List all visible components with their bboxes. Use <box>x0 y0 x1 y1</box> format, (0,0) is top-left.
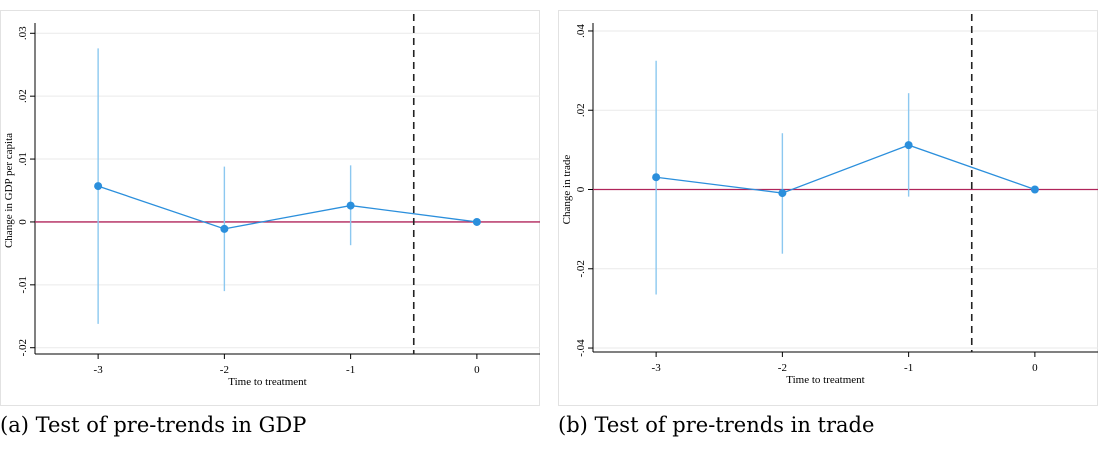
y-tick-label: 0 <box>575 186 587 192</box>
estimate-point <box>904 141 913 150</box>
estimate-point <box>346 201 355 210</box>
x-tick-label: -1 <box>904 362 913 374</box>
estimate-point <box>220 224 229 233</box>
x-tick-label: 0 <box>474 364 480 376</box>
y-tick-label: 0 <box>17 219 29 225</box>
x-tick-label: -2 <box>220 364 229 376</box>
x-tick-label: -3 <box>652 362 662 374</box>
estimate-point <box>1030 185 1039 194</box>
chart-frame <box>558 10 1098 406</box>
estimate-line <box>656 144 1036 194</box>
y-tick-label: .03 <box>17 26 29 40</box>
chart-panel-trade: -.04 -.02 0 .02 .04 -3 -2 -1 0 Time to treatment C… <box>558 0 1098 450</box>
chart-frame <box>0 10 540 406</box>
estimate-point <box>778 189 787 198</box>
y-tick-label: .01 <box>17 152 29 166</box>
y-axis-label: Change in trade <box>561 155 573 225</box>
y-tick-label: -.04 <box>575 339 587 357</box>
x-tick-label: -1 <box>346 364 355 376</box>
y-tick-label: -.02 <box>575 260 587 277</box>
x-tick-label: 0 <box>1032 362 1038 374</box>
y-tick-label: -.01 <box>17 276 29 293</box>
x-tick-label: -3 <box>94 364 104 376</box>
x-tick-label: -2 <box>778 362 787 374</box>
y-tick-label: .02 <box>17 89 29 103</box>
estimate-point <box>652 173 661 182</box>
caption-trade: (b) Test of pre-trends in trade <box>558 413 875 437</box>
y-tick-label: -.02 <box>17 339 29 356</box>
gdp-pretrend-chart: -.02 -.01 0 .01 .02 .03 -3 -2 -1 0 Time to treatme… <box>0 10 540 406</box>
trade-pretrend-chart: -.04 -.02 0 .02 .04 -3 -2 -1 0 Time to treatment C… <box>558 10 1098 406</box>
y-tick-label: .02 <box>575 103 587 117</box>
x-axis-label: Time to treatment <box>786 374 864 386</box>
y-tick-label: .04 <box>575 24 587 38</box>
estimate-line <box>97 185 477 230</box>
estimate-point <box>94 182 103 191</box>
caption-gdp: (a) Test of pre-trends in GDP <box>0 413 307 437</box>
y-axis-label: Change in GDP per capita <box>3 133 15 248</box>
chart-panel-gdp: -.02 -.01 0 .01 .02 .03 -3 -2 -1 0 Time to treatme… <box>0 0 540 450</box>
estimate-point <box>472 217 481 226</box>
x-axis-label: Time to treatment <box>228 376 306 388</box>
